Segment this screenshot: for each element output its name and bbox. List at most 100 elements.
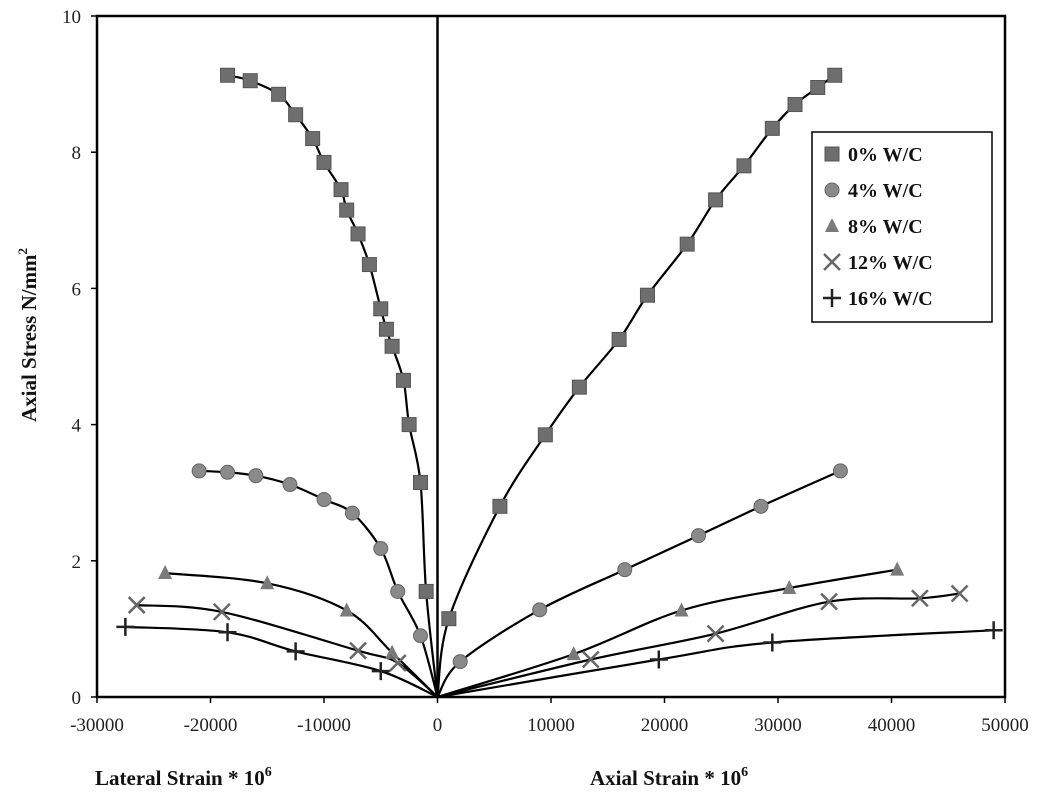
series-2-lateral-curve [164,572,439,698]
y-tick-label: 6 [72,279,82,300]
x-tick-label: 30000 [754,715,802,736]
series-1-lateral-point [412,628,428,644]
series-3-axial-point [950,584,969,603]
series-0-axial-point [639,287,655,303]
series-0-lateral-point [288,107,304,123]
series-0-lateral-point [339,202,355,218]
series-1-axial-point [753,498,769,514]
legend-marker-0 [824,146,840,162]
x-tick-label: 0 [433,715,443,736]
y-tick-label: 2 [72,552,82,573]
x-tick-label: 10000 [527,715,575,736]
series-1-lateral-point [191,463,207,479]
series-2-lateral-point [260,575,275,590]
series-0-axial-curve [436,74,836,698]
series-0-axial-point [764,120,780,136]
series-0-lateral-point [316,154,332,170]
x-tick-label: 40000 [868,715,916,736]
series-1-lateral-point [248,468,264,484]
x-tick-label: -10000 [297,715,351,736]
series-1-lateral-point [390,583,406,599]
x-axis-title-axial: Axial Strain * 106 [590,765,748,790]
legend-marker-2 [825,218,839,232]
series-2-lateral-point [385,644,400,659]
legend-label-0: 0% W/C [848,144,923,166]
x-tick-label: -20000 [184,715,238,736]
series-3-axial-point [706,624,725,643]
series-0-axial-point [679,236,695,252]
x-tick-label: 20000 [641,715,689,736]
plot-frame [95,14,1007,699]
series-3-lateral-point [212,602,231,621]
series-1-axial-point [617,562,633,578]
series-0-lateral-point [395,372,411,388]
series-4-lateral-point [116,617,135,636]
y-axis-title: Axial Stress N/mm2 [15,248,41,422]
legend-marker-1 [824,182,840,198]
series-4-axial-point [649,650,668,669]
series-3-lateral-point [388,654,407,672]
series-3-lateral-point [349,641,367,660]
legend-box [811,131,993,323]
x-tick-label: 50000 [981,715,1029,736]
series-0-axial-point [571,379,587,395]
series-1-lateral-curve [199,469,439,698]
series-4-lateral-point [371,662,390,681]
series-4-lateral-point [286,642,305,661]
series-4-axial-point [984,621,1003,640]
y-tick-label: 8 [72,143,82,164]
series-2-axial-point [782,580,797,595]
legend-label-4: 16% W/C [848,288,933,310]
series-0-lateral-point [378,321,394,337]
y-tick-label: 0 [72,688,82,709]
series-1-lateral-point [373,541,389,557]
y-tick-label: 10 [62,7,81,28]
series-0-lateral-point [373,301,389,317]
series-0-lateral-point [271,86,287,102]
series-0-lateral-point [401,417,417,433]
series-3-axial-curve [437,592,960,699]
series-1-axial-point [452,654,468,670]
marker-layer [116,67,1003,681]
series-1-lateral-point [344,505,360,521]
series-0-lateral-point [350,226,366,242]
series-2-lateral-point [158,565,173,580]
legend-label-1: 4% W/C [848,180,923,202]
series-0-axial-point [810,80,826,96]
series-1-lateral-point [282,477,298,493]
series-1-axial-point [832,463,848,479]
series-4-axial-point [763,633,782,652]
series-0-axial-point [441,611,457,627]
series-0-axial-point [708,192,724,208]
x-axis-title-lateral: Lateral Strain * 106 [95,765,272,790]
y-tick-label: 4 [72,416,82,437]
legend-label-2: 8% W/C [848,216,923,238]
series-0-axial-point [736,158,752,174]
series-3-lateral-curve [136,604,439,698]
series-1-axial-point [532,602,548,618]
legend-label-3: 12% W/C [848,252,933,274]
series-3-axial-point [820,592,838,611]
series-2-lateral-point [339,602,354,617]
series-3-axial-point [910,589,929,608]
series-0-lateral-point [418,583,434,599]
series-3-lateral-point [127,596,146,614]
series-2-axial-point [890,561,905,576]
chart-legend: 0% W/C 4% W/C 8% W/C 12% W/C 16% W/C [811,131,993,323]
series-2-axial-point [674,602,689,617]
series-0-lateral-point [361,257,377,273]
series-2-axial-point [566,646,581,661]
legend-marker-4 [823,289,841,307]
series-4-lateral-curve [125,625,438,699]
series-4-lateral-point [218,623,237,642]
series-2-axial-curve [437,568,898,699]
series-0-lateral-point [220,67,236,83]
series-0-axial-point [787,97,803,113]
series-0-lateral-point [412,474,428,490]
plot-area [95,14,1007,699]
series-0-axial-point [537,427,553,443]
series-1-lateral-point [316,492,332,508]
series-4-axial-curve [437,629,994,699]
series-3-axial-point [581,650,600,669]
